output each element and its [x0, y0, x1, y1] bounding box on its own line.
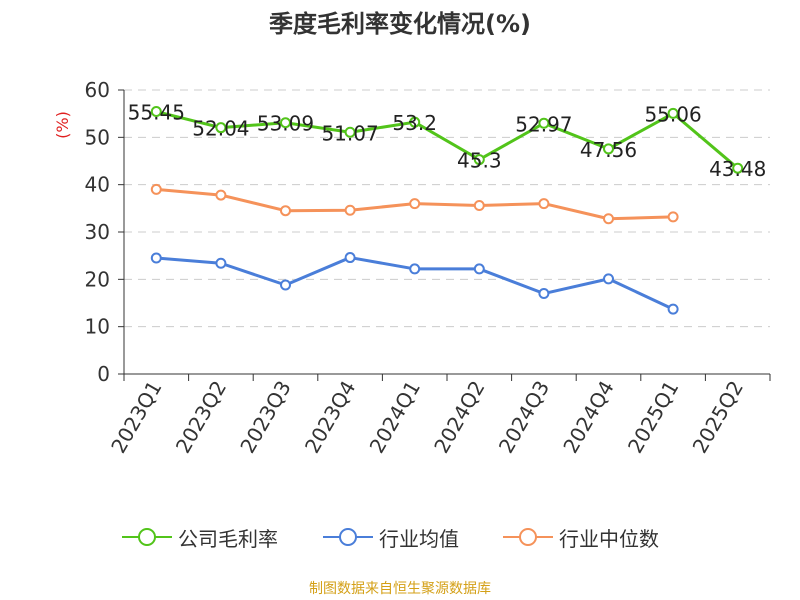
data-label: 47.56: [580, 138, 637, 162]
x-tick-label: 2024Q2: [429, 377, 489, 458]
chart-title: 季度毛利率变化情况(%): [269, 10, 531, 38]
data-point: [409, 198, 421, 210]
legend-label-company: 公司毛利率: [178, 526, 278, 551]
data-point: [215, 257, 227, 269]
data-label: 55.45: [128, 101, 185, 125]
data-point: [603, 213, 614, 225]
data-label: 53.09: [257, 112, 314, 136]
series-line: [155, 110, 739, 170]
data-point: [667, 303, 679, 315]
data-point: [409, 263, 421, 275]
legend-item-industry-avg[interactable]: 行业均值: [323, 522, 459, 552]
data-point: [473, 154, 485, 166]
legend-item-company[interactable]: 公司毛利率: [122, 522, 278, 552]
y-tick-label: 20: [85, 267, 110, 291]
data-point: [280, 279, 291, 291]
legend-label-industry-median: 行业中位数: [559, 526, 659, 551]
data-point: [538, 117, 550, 129]
data-point: [538, 198, 550, 210]
data-point: [603, 143, 614, 155]
legend-symbol-company: [122, 528, 172, 546]
x-tick-label: 2024Q1: [365, 377, 425, 458]
data-point: [667, 107, 679, 119]
data-point: [732, 162, 744, 174]
data-point: [473, 199, 485, 211]
data-point: [280, 205, 291, 217]
source-note: 制图数据来自恒生聚源数据库: [309, 581, 491, 597]
data-point: [603, 273, 614, 285]
x-tick-label: 2025Q2: [688, 377, 748, 458]
data-point: [344, 126, 356, 138]
data-label: 55.06: [644, 102, 701, 126]
data-label: 53.2: [392, 111, 437, 135]
data-point: [667, 211, 679, 223]
x-tick-label: 2024Q4: [558, 377, 618, 458]
data-point: [538, 288, 550, 300]
data-label: 43.48: [709, 157, 766, 181]
data-point: [215, 122, 227, 134]
y-tick-label: 30: [85, 220, 110, 244]
legend-symbol-industry-median: [503, 528, 553, 546]
y-axis-label: (%): [53, 111, 72, 139]
x-tick-label: 2023Q2: [171, 377, 231, 458]
data-label: 51.07: [321, 121, 378, 145]
x-tick-label: 2023Q3: [235, 377, 295, 458]
x-tick-label: 2024Q3: [494, 377, 554, 458]
y-tick-label: 0: [97, 362, 110, 386]
data-point: [280, 117, 291, 129]
data-point: [150, 183, 162, 195]
data-point: [150, 252, 162, 264]
data-point: [215, 189, 227, 201]
x-tick-label: 2023Q1: [106, 377, 166, 458]
y-tick-label: 10: [85, 315, 110, 339]
data-label: 52.04: [192, 117, 249, 141]
data-point: [344, 252, 356, 264]
y-tick-label: 50: [85, 125, 110, 149]
y-tick-label: 60: [85, 78, 110, 102]
data-point: [150, 106, 162, 118]
legend-label-industry-avg: 行业均值: [379, 526, 459, 551]
x-tick-label: 2023Q4: [300, 377, 360, 458]
x-tick-label: 2025Q1: [623, 377, 683, 458]
data-label: 52.97: [515, 112, 572, 136]
data-point: [409, 116, 421, 128]
data-point: [344, 204, 356, 216]
data-point: [473, 263, 485, 275]
chart-legend: 公司毛利率 行业均值 行业中位数: [0, 522, 800, 552]
legend-symbol-industry-avg: [323, 528, 373, 546]
y-tick-label: 40: [85, 173, 110, 197]
legend-item-industry-median[interactable]: 行业中位数: [503, 522, 659, 552]
data-label: 45.3: [457, 149, 502, 173]
